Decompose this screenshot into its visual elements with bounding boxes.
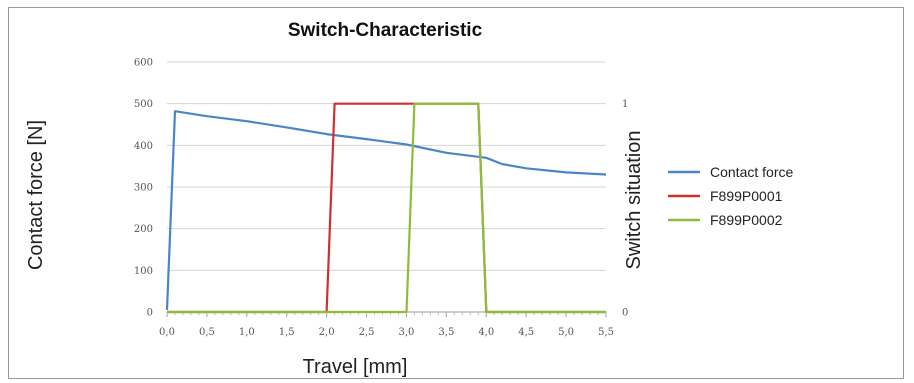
x-tick-label: 1,0 <box>239 327 255 338</box>
y-tick-label: 200 <box>134 224 153 235</box>
x-tick-label: 3,5 <box>438 327 454 338</box>
series-line-contact-force <box>165 110 607 310</box>
x-tick-label: 1,5 <box>279 327 295 338</box>
y2-axis-label: Switch situation <box>623 131 645 270</box>
x-tick-label: 4,5 <box>518 327 534 338</box>
grid <box>167 61 606 313</box>
y-axis-label: Contact force [N] <box>25 120 47 270</box>
x-tick-label: 2,5 <box>359 327 375 338</box>
chart-title: Switch-Characteristic <box>288 20 483 41</box>
series-line-f899p0001 <box>167 102 606 314</box>
y2-tick-label: 0 <box>622 308 628 319</box>
y-axis-ticks: 0 100 200 300 400 500 600 <box>134 58 153 319</box>
x-tick-label: 2,0 <box>319 327 335 338</box>
x-tick-label: 5,5 <box>598 327 614 338</box>
series-line-f899p0002 <box>167 102 606 314</box>
y2-axis-ticks: 01 <box>622 99 628 318</box>
y-tick-label: 500 <box>134 99 153 110</box>
legend: Contact force F899P0001 F899P0002 <box>668 164 793 228</box>
x-axis-ticks: 0,0 0,5 1,0 1,5 2,0 2,5 3,0 3,5 4,0 4,5 5,0 5,5 <box>159 312 614 338</box>
x-tick-label: 5,0 <box>558 327 574 338</box>
x-tick-label: 4,0 <box>478 327 494 338</box>
legend-label: F899P0002 <box>710 212 783 228</box>
x-tick-label: 0,0 <box>159 327 175 338</box>
legend-label: Contact force <box>710 164 793 180</box>
x-tick-label: 3,0 <box>399 327 415 338</box>
series-lines <box>165 102 607 314</box>
chart-frame <box>8 7 904 379</box>
y-tick-label: 100 <box>134 266 153 277</box>
y-tick-label: 300 <box>134 183 153 194</box>
legend-label: F899P0001 <box>710 188 783 204</box>
y-tick-label: 0 <box>147 308 153 319</box>
x-axis-label: Travel [mm] <box>303 356 408 378</box>
y-tick-label: 600 <box>134 58 153 69</box>
y-tick-label: 400 <box>134 141 153 152</box>
y2-tick-label: 1 <box>622 99 628 110</box>
x-tick-label: 0,5 <box>199 327 215 338</box>
